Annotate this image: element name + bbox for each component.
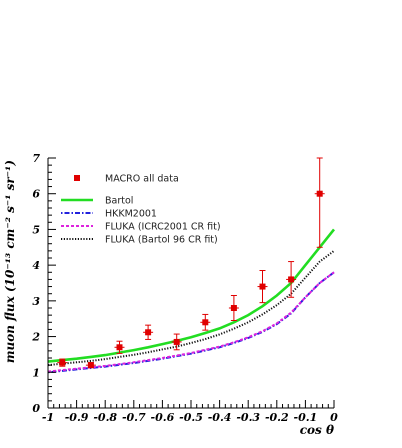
data-point	[59, 359, 66, 366]
x-tick-label: -0.9	[65, 411, 89, 424]
legend: MACRO all data Bartol HKKM2001 FLUKA (ICRC2…	[61, 174, 221, 246]
x-tick-label: -0.2	[265, 411, 289, 424]
data-point	[288, 276, 295, 283]
data-point	[87, 362, 94, 369]
y-tick-label: 1	[32, 366, 40, 379]
data-point	[316, 190, 323, 197]
x-tick-label: -1	[42, 411, 54, 424]
y-tick-label: 7	[32, 152, 40, 165]
x-tick-label: -0.7	[122, 411, 146, 424]
data-point	[173, 338, 180, 345]
x-tick-label: -0.3	[236, 411, 260, 424]
y-tick-label: 6	[32, 188, 40, 201]
y-tick-label: 3	[32, 295, 40, 308]
model-curves	[47, 228, 336, 374]
y-tick-label: 2	[31, 331, 40, 344]
y-tick-label: 5	[32, 223, 40, 236]
data-point	[116, 344, 123, 351]
series-line	[47, 228, 336, 363]
x-tick-label: -0.1	[294, 411, 318, 424]
y-axis-title: muon flux (10⁻¹³ cm⁻² s⁻¹ sr⁻¹)	[3, 160, 17, 363]
axes: -1 -0.9 -0.8 -0.7 -0.6 -0.5 -0.4 -0.3 -0.2 -0.1 0 0…	[31, 152, 338, 424]
data-point	[202, 319, 209, 326]
series-line	[47, 250, 335, 367]
x-tick-label: -0.8	[93, 411, 117, 424]
data-point	[145, 329, 152, 336]
legend-label: FLUKA (ICRC2001 CR fit)	[105, 222, 221, 233]
data-point	[230, 305, 237, 311]
legend-label: MACRO all data	[105, 174, 179, 185]
series-line	[47, 271, 335, 373]
x-tick-label: -0.6	[151, 411, 175, 424]
x-tick-label: 0	[330, 411, 338, 424]
x-tick-label: -0.4	[208, 411, 232, 424]
x-tick-label: -0.5	[179, 411, 203, 424]
y-tick-label: 4	[32, 259, 40, 272]
legend-label: Bartol	[105, 196, 133, 207]
legend-label: HKKM2001	[105, 209, 157, 220]
x-axis-title: cos θ	[300, 423, 334, 437]
data-points	[57, 157, 325, 369]
legend-label: FLUKA (Bartol 96 CR fit)	[105, 235, 218, 246]
y-tick-label: 0	[32, 402, 40, 415]
data-point	[259, 283, 266, 290]
legend-marker	[74, 175, 80, 181]
